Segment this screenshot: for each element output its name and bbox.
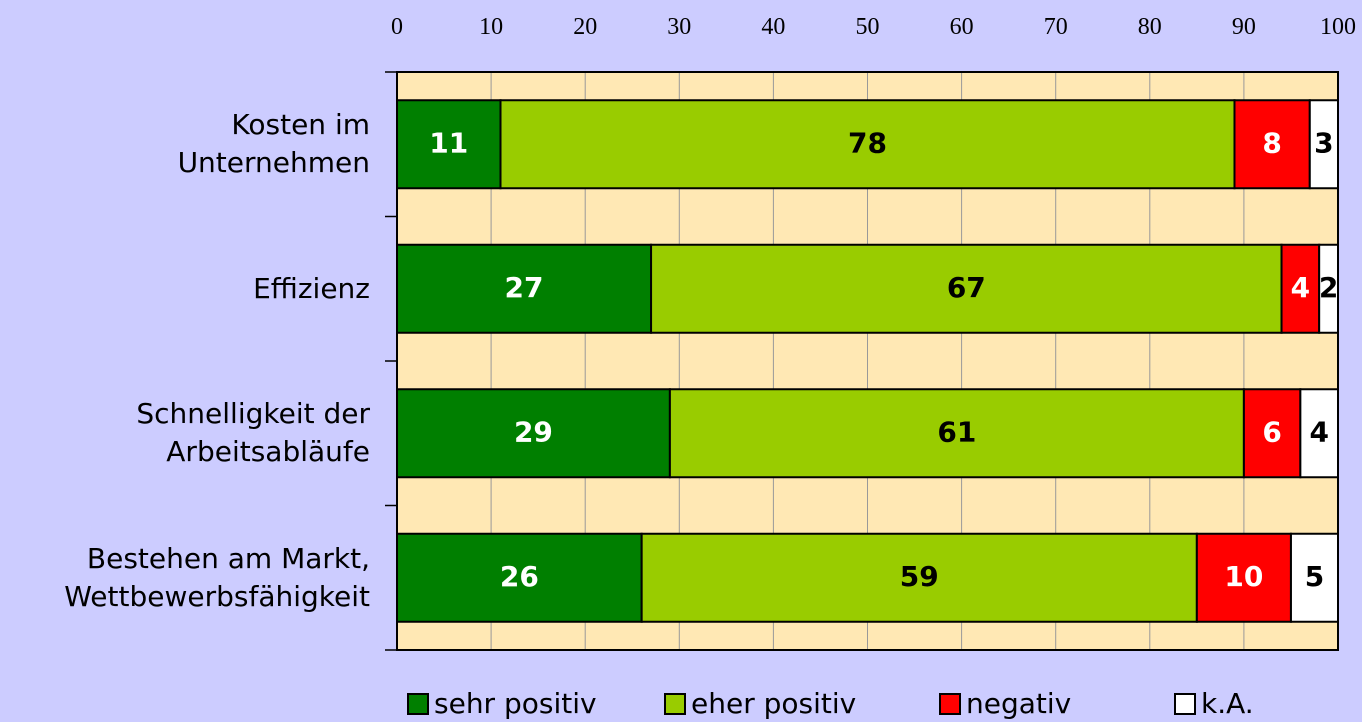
data-label: 61 — [937, 415, 976, 448]
x-tick-label: 20 — [573, 14, 597, 40]
category-label: Effizienz — [253, 271, 370, 305]
x-tick-label: 40 — [761, 14, 785, 40]
legend-swatch — [664, 693, 686, 715]
legend-swatch — [407, 693, 429, 715]
x-tick-label: 100 — [1320, 14, 1356, 40]
x-tick-label: 70 — [1044, 14, 1068, 40]
data-label: 6 — [1262, 415, 1281, 448]
x-tick-label: 90 — [1232, 14, 1256, 40]
legend-swatch — [939, 693, 961, 715]
bar-segment — [640, 532, 1198, 623]
legend-label: negativ — [966, 687, 1071, 720]
category-label: Bestehen am Markt, Wettbewerbsfähigkeit — [64, 541, 370, 613]
legend-label: k.A. — [1201, 687, 1254, 720]
data-label: 78 — [848, 126, 887, 159]
data-label: 59 — [900, 560, 939, 593]
x-tick-label: 30 — [667, 14, 691, 40]
data-label: 11 — [429, 126, 468, 159]
bar-segment — [499, 99, 1236, 190]
bar-segment — [1289, 532, 1339, 623]
x-tick-label: 0 — [391, 14, 403, 40]
plot-border — [396, 71, 1339, 651]
data-label: 10 — [1224, 560, 1263, 593]
bar-segment — [1242, 388, 1302, 479]
bar-segment — [1195, 532, 1292, 623]
x-tick-label: 50 — [856, 14, 880, 40]
x-tick-label: 60 — [950, 14, 974, 40]
data-label: 8 — [1262, 126, 1281, 159]
data-label: 29 — [514, 415, 553, 448]
data-label: 27 — [505, 271, 544, 304]
bar-segment — [396, 388, 671, 479]
legend-label: sehr positiv — [434, 687, 597, 720]
category-label: Kosten im Unternehmen — [177, 108, 370, 180]
bar-segment — [396, 243, 653, 334]
data-label: 4 — [1309, 415, 1328, 448]
data-label: 67 — [947, 271, 986, 304]
legend-label: eher positiv — [691, 687, 856, 720]
data-label: 26 — [500, 560, 539, 593]
data-label: 2 — [1319, 271, 1338, 304]
bar-segment — [1308, 99, 1340, 190]
x-tick-label: 80 — [1138, 14, 1162, 40]
data-label: 3 — [1314, 126, 1333, 159]
data-label: 5 — [1305, 560, 1324, 593]
bar-segment — [650, 243, 1283, 334]
category-label: Schnelligkeit der Arbeitsabläufe — [136, 397, 370, 469]
data-label: 4 — [1291, 271, 1310, 304]
x-tick-label: 10 — [479, 14, 503, 40]
bar-segment — [396, 99, 502, 190]
legend-swatch — [1174, 693, 1196, 715]
